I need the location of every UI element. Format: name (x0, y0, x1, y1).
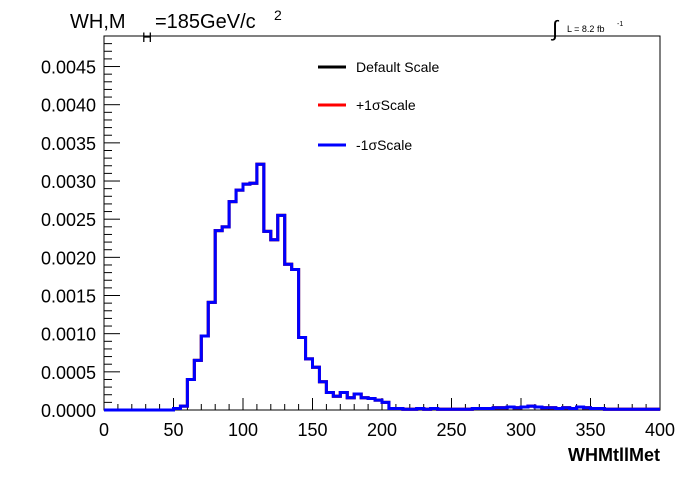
legend-label-0: Default Scale (356, 59, 439, 75)
y-tick-label: 0.0030 (41, 172, 96, 192)
x-tick-label: 150 (297, 420, 327, 440)
x-axis-label: WHMtllMet (568, 445, 660, 465)
legend-label-1: +1σScale (356, 97, 416, 113)
y-tick-label: 0.0005 (41, 363, 96, 383)
lumi-integral-symbol: ∫ (550, 16, 560, 41)
y-tick-label: 0.0045 (41, 58, 96, 78)
chart-title: WH,M H =185GeV/c 2 (70, 7, 282, 45)
title-rest: =185GeV/c (155, 11, 256, 33)
series-group (104, 162, 660, 412)
x-tick-label: 50 (163, 420, 183, 440)
legend-label-2: -1σScale (356, 137, 412, 153)
y-tick-label: 0.0015 (41, 287, 96, 307)
x-tick-label: 100 (228, 420, 258, 440)
lumi-label: ∫ L = 8.2 fb -1 (550, 16, 623, 41)
x-tick-label: 200 (367, 420, 397, 440)
x-tick-label: 250 (436, 420, 466, 440)
y-tick-label: 0.0010 (41, 325, 96, 345)
y-tick-label: 0.0000 (41, 401, 96, 421)
lumi-superscript: -1 (617, 21, 623, 28)
x-tick-label: 300 (506, 420, 536, 440)
legend: Default Scale +1σScale -1σScale (318, 59, 439, 153)
lumi-text: L = 8.2 fb (567, 24, 604, 34)
y-tick-label: 0.0040 (41, 96, 96, 116)
y-tick-label: 0.0020 (41, 248, 96, 268)
title-superscript: 2 (274, 7, 282, 23)
y-axis: 0.0000 0.0005 0.0010 0.0015 0.0020 0.0025 0.00… (41, 35, 120, 421)
y-tick-label: 0.0025 (41, 210, 96, 230)
x-tick-label: 350 (575, 420, 605, 440)
x-tick-label: 400 (645, 420, 675, 440)
series-line-2 (104, 162, 660, 412)
title-subscript: H (142, 29, 152, 45)
y-tick-label: 0.0035 (41, 134, 96, 154)
x-tick-label: 0 (99, 420, 109, 440)
title-main: WH,M (70, 11, 126, 33)
